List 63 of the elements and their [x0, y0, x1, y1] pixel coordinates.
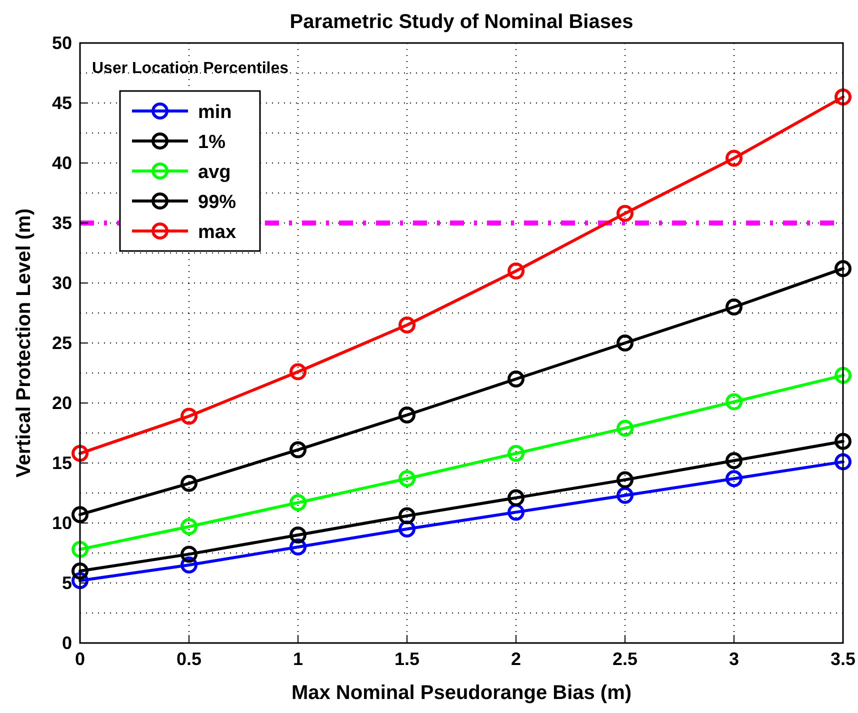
legend-label: 1% [198, 132, 226, 153]
x-tick-label: 2 [510, 649, 522, 669]
point [180, 518, 198, 536]
point [834, 366, 852, 384]
legend-label: 99% [198, 192, 236, 213]
point [398, 406, 416, 424]
point [72, 506, 88, 524]
x-tick-label: 0 [74, 649, 86, 669]
chart-title: Parametric Study of Nominal Biases [290, 11, 634, 33]
point [398, 316, 416, 334]
point [398, 507, 416, 524]
y-tick-label: 15 [52, 453, 72, 473]
y-tick-label: 50 [52, 33, 72, 53]
y-tick-label: 10 [52, 513, 72, 533]
point [726, 393, 742, 410]
x-tick-label: 2.5 [612, 649, 638, 669]
y-tick-label: 25 [52, 333, 72, 353]
point [616, 204, 634, 222]
y-tick-label: 30 [52, 273, 72, 293]
point [726, 150, 742, 167]
point [508, 489, 524, 506]
point [398, 470, 416, 488]
x-tick-label: 3.5 [830, 649, 856, 669]
point [726, 298, 742, 316]
point [834, 453, 852, 470]
point [72, 562, 88, 580]
point [726, 452, 742, 470]
point [726, 470, 742, 488]
point [290, 441, 306, 458]
legend-title: User Location Percentiles [92, 60, 289, 77]
x-tick-label: 3 [728, 649, 740, 669]
point [834, 88, 852, 106]
legend-label: min [198, 102, 232, 123]
y-tick-label: 40 [52, 153, 72, 173]
point [72, 540, 88, 558]
point [834, 432, 852, 450]
point [616, 471, 634, 488]
point [508, 370, 524, 388]
y-tick-label: 0 [62, 633, 72, 653]
legend-label: avg [198, 162, 231, 183]
point [72, 444, 88, 462]
x-axis-title: Max Nominal Pseudorange Bias (m) [291, 682, 632, 704]
point [180, 546, 198, 563]
point [616, 420, 634, 437]
point [290, 363, 306, 380]
x-tick-label: 1.5 [394, 649, 420, 669]
point [508, 262, 524, 280]
point [616, 486, 634, 504]
y-tick-label: 35 [52, 213, 72, 233]
point [834, 260, 852, 278]
y-tick-label: 20 [52, 393, 72, 413]
x-tick-label: 1 [292, 649, 304, 669]
point [508, 444, 524, 462]
x-tick-label: 0.5 [176, 649, 202, 669]
point [290, 526, 306, 544]
point [180, 408, 198, 425]
point [616, 334, 634, 352]
y-axis-title: Vertical Protection Level (m) [13, 208, 35, 478]
point [180, 474, 198, 492]
y-tick-label: 5 [62, 573, 72, 593]
y-tick-label: 45 [52, 93, 72, 113]
legend-label: max [198, 222, 236, 243]
point [290, 494, 306, 512]
